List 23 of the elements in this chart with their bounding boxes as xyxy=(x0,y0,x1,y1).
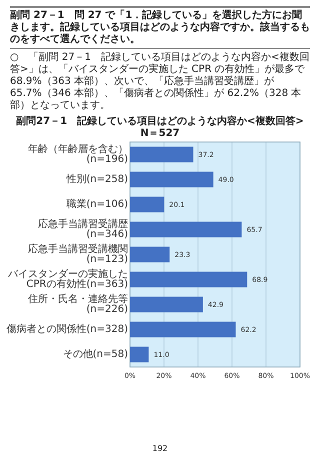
chart-title: 副問27－1 記録している項目はどのような内容か<複数回答> xyxy=(15,116,305,128)
bar xyxy=(130,172,214,188)
y-tick-label: バイスタンダーの実施したCPRの有効性(n=363) xyxy=(7,268,128,290)
bar xyxy=(130,222,242,238)
bar xyxy=(130,146,194,162)
bar xyxy=(130,272,248,288)
y-tick-label: その他(n=58) xyxy=(62,348,128,360)
bar xyxy=(130,296,203,312)
bar xyxy=(130,346,149,362)
bar xyxy=(130,196,164,212)
text: 副問 27－1 問 27 で「1．記録している」を選択した方にお聞きします。記録している項目はどのような内容ですか。該当するものをすべて選んでください。 xyxy=(10,6,310,49)
text: 192 xyxy=(151,444,169,453)
y-tick-label: 住所・氏名・連絡先等(n=226) xyxy=(27,294,128,314)
chart-subtitle: N＝527 xyxy=(139,128,181,140)
y-tick-label: 応急手当講習受講歴(n=346) xyxy=(37,218,128,240)
text: ○ 「副問 27－1 記録している項目はどのような内容か<複数回答>」は、「バイスタンダーの実施した CPR の有効性」が最多で 68.9%（363 本部）、次いで、「応急手当講習受講歴」が 65.7%（346 本部）、「傷病者との関係性」が 62.2%（328 本部）となっています。 xyxy=(10,52,310,112)
bar xyxy=(130,246,170,262)
bar xyxy=(130,322,236,338)
y-tick-label: 性別(n=258) xyxy=(65,174,128,184)
y-tick-label: 傷病者との関係性(n=328) xyxy=(5,324,128,334)
y-tick-label: 職業(n=106) xyxy=(65,198,128,210)
y-tick-label: 年齢（年齢層を含む）(n=196) xyxy=(27,144,128,164)
y-tick-label: 応急手当講習受講機関(n=123) xyxy=(27,244,128,264)
